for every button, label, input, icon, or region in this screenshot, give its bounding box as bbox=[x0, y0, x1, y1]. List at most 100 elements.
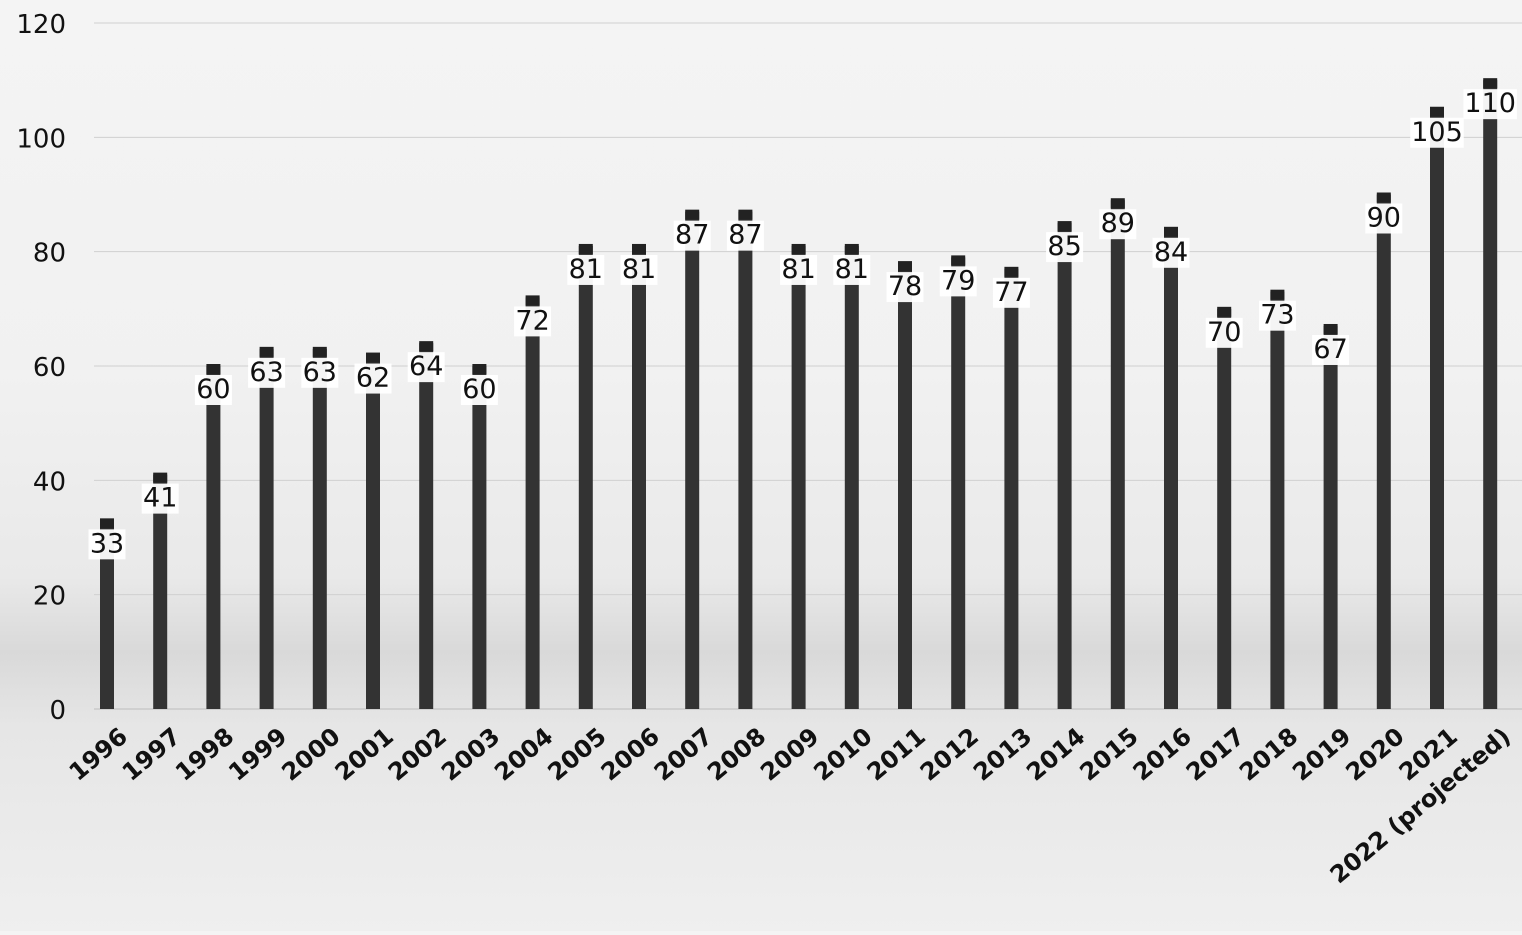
data-label-bg bbox=[460, 375, 498, 405]
x-tick-label: 2020 bbox=[1340, 722, 1409, 786]
bars bbox=[100, 78, 1498, 710]
data-label-bg bbox=[1312, 334, 1350, 365]
bar bbox=[206, 366, 221, 709]
bar bbox=[419, 343, 434, 709]
bar bbox=[951, 257, 966, 709]
y-tick-label: 40 bbox=[33, 467, 66, 497]
bar bbox=[844, 245, 859, 709]
bar-cap bbox=[898, 261, 912, 272]
bar-cap bbox=[1376, 192, 1391, 203]
bar-cap bbox=[632, 243, 646, 254]
data-label-bg bbox=[726, 220, 764, 251]
data-label: 62 bbox=[356, 363, 390, 394]
data-label: 81 bbox=[781, 254, 815, 285]
bar bbox=[153, 474, 168, 709]
data-label: 85 bbox=[1047, 231, 1081, 262]
x-tick-label: 2013 bbox=[968, 722, 1037, 786]
bar-cap bbox=[1430, 106, 1444, 117]
x-tick-label: 2011 bbox=[862, 722, 931, 786]
x-tick-label: 2009 bbox=[755, 722, 824, 786]
x-tick-label: 2017 bbox=[1181, 722, 1250, 786]
data-label: 89 bbox=[1101, 208, 1135, 239]
data-label-bg bbox=[567, 254, 605, 285]
bar-cap bbox=[1270, 289, 1285, 300]
bar-cap bbox=[1164, 226, 1178, 237]
bar bbox=[1430, 108, 1444, 709]
data-label: 60 bbox=[462, 374, 496, 405]
bar-cap bbox=[1004, 266, 1019, 277]
bar bbox=[259, 348, 274, 709]
bar bbox=[685, 211, 700, 709]
bar bbox=[738, 211, 753, 709]
bar-cap bbox=[844, 243, 859, 254]
data-label-bg bbox=[1410, 117, 1464, 148]
bar-cap bbox=[685, 209, 700, 220]
bar bbox=[366, 354, 380, 709]
data-label: 63 bbox=[303, 357, 337, 388]
data-label: 87 bbox=[675, 220, 709, 251]
data-label: 63 bbox=[249, 357, 283, 388]
bar bbox=[100, 520, 114, 709]
data-label-bg bbox=[780, 254, 818, 285]
data-label: 41 bbox=[143, 483, 177, 514]
bar bbox=[472, 366, 487, 709]
data-label-bg bbox=[1365, 203, 1403, 234]
data-label-bg bbox=[1258, 300, 1296, 331]
bar bbox=[1270, 291, 1285, 709]
data-label-bg bbox=[407, 352, 445, 383]
x-tick-label: 1998 bbox=[170, 722, 239, 786]
bar-cap bbox=[951, 255, 966, 266]
x-tick-label: 2006 bbox=[596, 722, 665, 786]
y-tick-label: 120 bbox=[16, 10, 66, 40]
bar-cap bbox=[738, 209, 753, 220]
data-label-bg bbox=[514, 306, 552, 337]
bar-cap bbox=[1323, 323, 1338, 334]
data-label-bg bbox=[673, 220, 711, 251]
data-label: 78 bbox=[888, 271, 922, 302]
bar-cap bbox=[1057, 221, 1072, 232]
data-label-bg bbox=[1099, 209, 1137, 240]
data-label-bg bbox=[620, 254, 658, 285]
bar bbox=[1164, 228, 1178, 710]
x-tick-label: 1996 bbox=[64, 722, 133, 786]
y-tick-label: 0 bbox=[49, 696, 66, 726]
data-label: 33 bbox=[90, 528, 124, 559]
data-label: 64 bbox=[409, 351, 443, 382]
bar bbox=[1004, 268, 1019, 709]
data-label-bg bbox=[248, 357, 286, 388]
data-label-bg bbox=[1463, 89, 1517, 120]
bar bbox=[1057, 223, 1072, 710]
y-tick-label: 20 bbox=[33, 582, 66, 612]
data-label: 87 bbox=[728, 220, 762, 251]
data-labels: 33 41 60 63 63 62 64 60 72 81 81 87 87 81 81 78 79 77 85 89… bbox=[88, 88, 1517, 560]
data-label: 105 bbox=[1411, 117, 1463, 148]
data-label-bg bbox=[939, 266, 977, 297]
x-tick-label: 2018 bbox=[1234, 722, 1303, 786]
bar-cap bbox=[419, 341, 434, 352]
y-tick-label: 100 bbox=[16, 124, 66, 154]
data-label-bg bbox=[886, 272, 924, 303]
x-tick-label: 2003 bbox=[436, 722, 505, 786]
x-tick-label: 1999 bbox=[223, 722, 292, 786]
data-label-bg bbox=[194, 375, 232, 405]
x-tick-label: 2010 bbox=[808, 722, 877, 786]
y-axis: 0 20 40 60 80 100 120 bbox=[16, 10, 66, 726]
bar bbox=[1323, 325, 1338, 709]
bar-cap bbox=[578, 243, 593, 254]
data-label: 81 bbox=[835, 254, 869, 285]
bar bbox=[525, 297, 540, 709]
bar bbox=[1110, 200, 1125, 709]
data-label: 67 bbox=[1313, 334, 1347, 365]
bar-cap bbox=[366, 352, 380, 363]
bar-cap bbox=[791, 243, 806, 254]
x-tick-label: 2007 bbox=[649, 722, 718, 786]
bar bbox=[791, 245, 806, 709]
x-tick-label: 2008 bbox=[702, 722, 771, 786]
bar-cap bbox=[153, 472, 168, 483]
bar bbox=[898, 263, 912, 709]
data-label-bg bbox=[1046, 232, 1084, 263]
bar-cap bbox=[100, 518, 114, 529]
x-tick-label: 2016 bbox=[1128, 722, 1197, 786]
